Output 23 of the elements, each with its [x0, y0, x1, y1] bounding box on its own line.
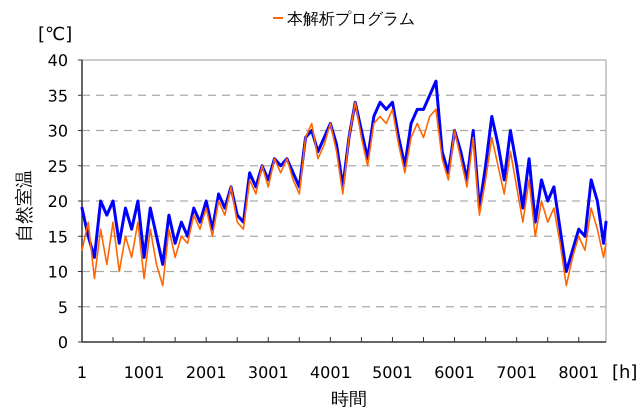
- x-tick-label: 1: [76, 363, 88, 382]
- y-tick-label: 5: [58, 298, 68, 317]
- y-tick-label: 15: [48, 227, 68, 246]
- y-tick-label: 30: [48, 122, 68, 140]
- x-tick-label: 1001: [124, 363, 164, 382]
- x-tick-label: 8001: [558, 363, 600, 382]
- y-tick-label: 25: [48, 156, 68, 176]
- line-series: [81, 102, 607, 286]
- x-tick-label: 7001: [496, 363, 538, 382]
- text: [℃]: [38, 24, 72, 45]
- legend-label: 本解析プログラム: [287, 9, 415, 28]
- y-tick-label: 35: [48, 86, 68, 106]
- y-tick-label: 10: [48, 262, 68, 282]
- y-tick-label: 0: [58, 333, 68, 352]
- x-tick-label: 5001: [372, 363, 413, 382]
- x-tick-label: 2001: [186, 363, 227, 382]
- x-tick-label: 3001: [248, 363, 289, 382]
- x-tick-label: 6001: [434, 363, 475, 382]
- y-tick-label: 40: [48, 51, 68, 70]
- x-tick-label: 4001: [310, 363, 351, 382]
- text: [h]: [612, 362, 638, 383]
- y-tick-label: 20: [48, 192, 68, 211]
- y-axis-title: 自然室温: [14, 170, 35, 242]
